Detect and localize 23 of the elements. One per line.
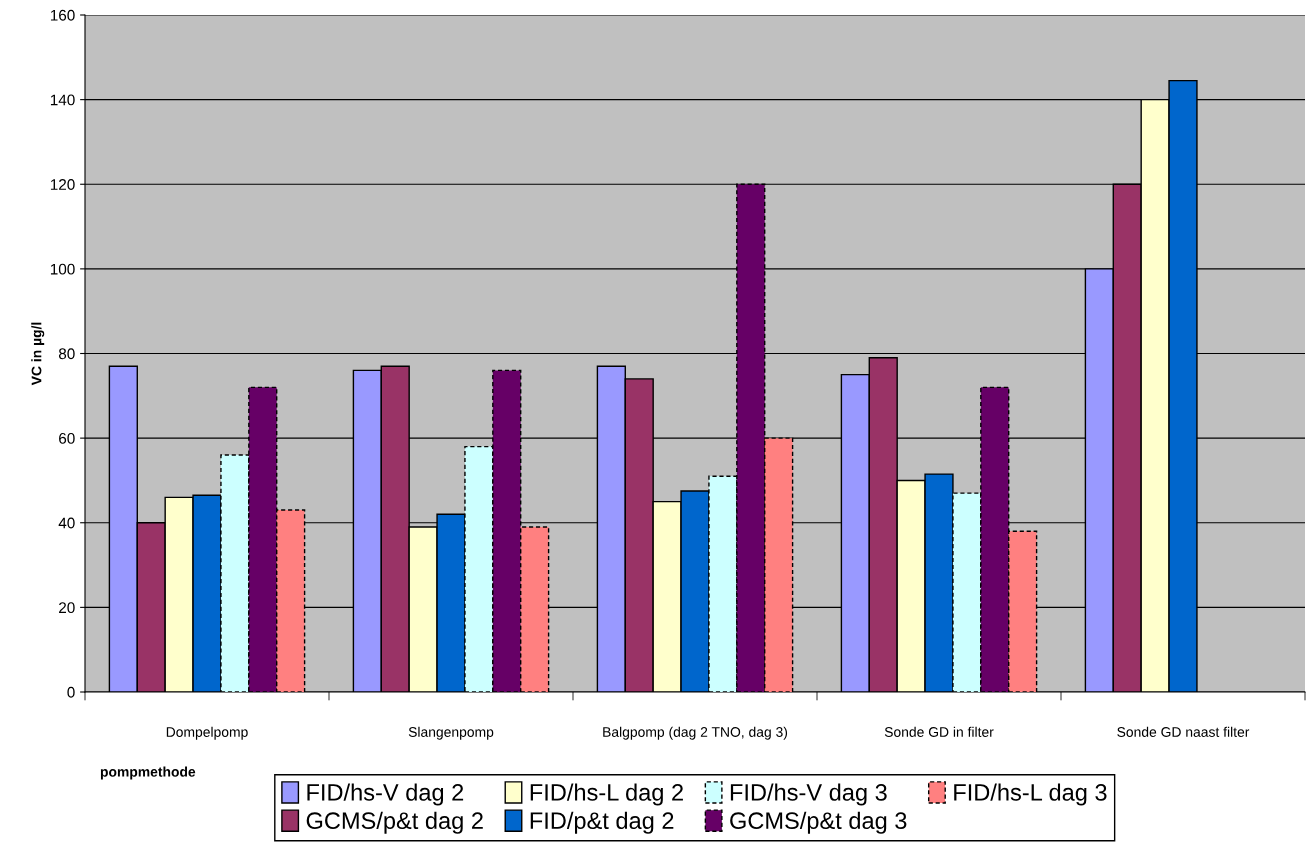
y-tick-label: 80 (58, 348, 75, 360)
y-tick-label: 20 (59, 602, 75, 614)
legend-label: GCMS/p&t dag 2 (306, 811, 483, 834)
legend-label: FID/hs-L dag 3 (954, 783, 1107, 806)
legend-label: FID/hs-V dag 3 (730, 783, 887, 806)
legend-label: FID/hs-L dag 2 (530, 783, 683, 806)
y-tick-label: 0 (67, 686, 75, 698)
y-tick-label: 100 (50, 263, 75, 275)
legend-label: FID/hs-V dag 2 (307, 783, 464, 806)
x-tick-label: Sonde GD naast filter (1117, 726, 1250, 737)
y-axis-title: VC in µg/l (31, 322, 45, 386)
x-tick-label: Dompelpomp (166, 726, 248, 740)
y-tick-label: 140 (50, 94, 75, 106)
y-tick-label: 160 (50, 9, 75, 21)
x-tick-label: Balgpomp (dag 2 TNO, dag 3) (603, 726, 788, 740)
legend-label: FID/p&t dag 2 (530, 811, 674, 834)
x-tick-label: Sonde GD in filter (884, 726, 994, 737)
x-axis-title: pompmethode (100, 766, 196, 780)
y-tick-label: 120 (50, 179, 75, 190)
x-tick-label: Slangenpomp (408, 726, 494, 740)
y-tick-label: 40 (58, 517, 75, 529)
legend-label: GCMS/p&t dag 3 (730, 811, 907, 834)
y-tick-label: 60 (59, 432, 75, 444)
